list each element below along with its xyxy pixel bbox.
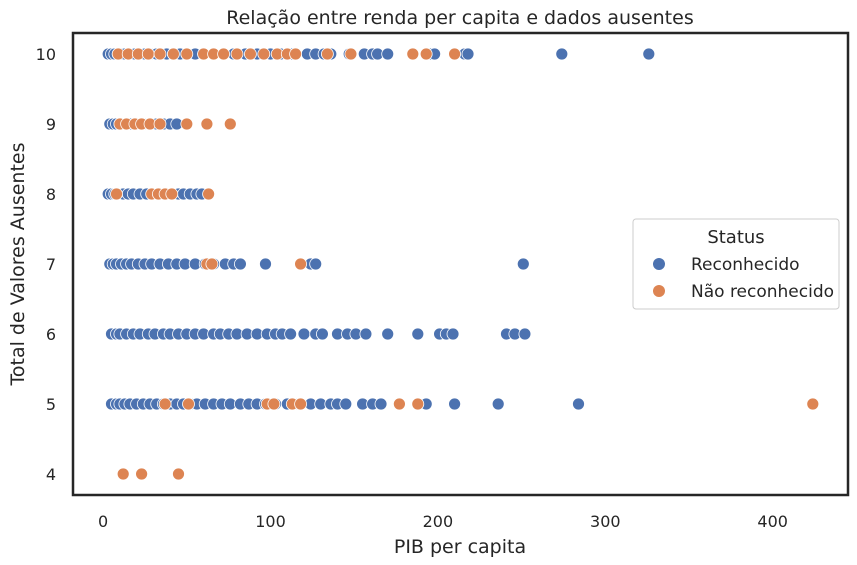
point-reconhecido bbox=[233, 257, 247, 271]
x-tick-labels: 0 100 200 300 400 bbox=[98, 512, 788, 531]
point-nao-reconhecido bbox=[294, 257, 308, 271]
point-nao-reconhecido bbox=[153, 47, 167, 61]
legend: Status Reconhecido Não reconhecido bbox=[632, 218, 840, 310]
point-nao-reconhecido bbox=[267, 397, 281, 411]
legend-label-reconhecido: Reconhecido bbox=[691, 255, 800, 275]
point-nao-reconhecido bbox=[116, 467, 130, 481]
point-nao-reconhecido bbox=[217, 47, 231, 61]
point-reconhecido bbox=[518, 327, 532, 341]
x-tick-label: 100 bbox=[255, 512, 286, 531]
point-reconhecido bbox=[315, 327, 329, 341]
point-nao-reconhecido bbox=[202, 187, 216, 201]
point-nao-reconhecido bbox=[257, 47, 271, 61]
point-nao-reconhecido bbox=[392, 397, 406, 411]
y-tick-label: 5 bbox=[46, 395, 56, 414]
point-reconhecido bbox=[297, 327, 311, 341]
point-nao-reconhecido bbox=[294, 397, 308, 411]
point-reconhecido bbox=[259, 257, 272, 271]
point-reconhecido bbox=[642, 47, 656, 61]
point-reconhecido bbox=[555, 47, 569, 61]
legend-marker-reconhecido bbox=[653, 258, 665, 270]
chart-title: Relação entre renda per capita e dados a… bbox=[226, 7, 693, 29]
x-axis-label: PIB per capita bbox=[394, 536, 526, 558]
point-reconhecido bbox=[381, 327, 395, 341]
point-nao-reconhecido bbox=[223, 117, 237, 131]
point-nao-reconhecido bbox=[110, 187, 123, 201]
y-axis-label: Total de Valores Ausentes bbox=[7, 142, 29, 386]
point-reconhecido bbox=[339, 397, 353, 411]
legend-marker-nao-reconhecido bbox=[653, 285, 665, 297]
legend-label-nao-reconhecido: Não reconhecido bbox=[691, 282, 834, 302]
point-reconhecido bbox=[284, 327, 298, 341]
legend-box bbox=[632, 218, 840, 310]
point-nao-reconhecido bbox=[230, 47, 244, 61]
point-reconhecido bbox=[381, 47, 395, 61]
point-nao-reconhecido bbox=[200, 117, 214, 131]
legend-title: Status bbox=[707, 227, 764, 248]
y-tick-labels: 4 5 6 7 8 9 10 bbox=[36, 45, 56, 484]
point-nao-reconhecido bbox=[806, 397, 820, 411]
point-nao-reconhecido bbox=[289, 47, 303, 61]
point-nao-reconhecido bbox=[411, 397, 425, 411]
point-nao-reconhecido bbox=[172, 467, 185, 481]
point-nao-reconhecido bbox=[158, 397, 172, 411]
point-reconhecido bbox=[411, 327, 425, 341]
point-nao-reconhecido bbox=[448, 47, 462, 61]
point-nao-reconhecido bbox=[166, 47, 180, 61]
y-tick-label: 8 bbox=[46, 185, 56, 204]
point-reconhecido bbox=[572, 397, 585, 411]
point-reconhecido bbox=[359, 327, 373, 341]
x-tick-label: 200 bbox=[423, 512, 454, 531]
point-nao-reconhecido bbox=[135, 467, 149, 481]
point-reconhecido bbox=[516, 257, 530, 271]
point-nao-reconhecido bbox=[180, 47, 194, 61]
point-nao-reconhecido bbox=[320, 47, 334, 61]
point-nao-reconhecido bbox=[243, 47, 257, 61]
point-nao-reconhecido bbox=[165, 187, 179, 201]
point-reconhecido bbox=[309, 257, 323, 271]
x-tick-label: 0 bbox=[98, 512, 108, 531]
point-nao-reconhecido bbox=[419, 47, 433, 61]
point-nao-reconhecido bbox=[205, 257, 219, 271]
point-reconhecido bbox=[446, 327, 460, 341]
plot-frame bbox=[71, 31, 850, 497]
x-tick-label: 300 bbox=[590, 512, 621, 531]
point-nao-reconhecido bbox=[182, 397, 195, 411]
point-reconhecido bbox=[491, 397, 505, 411]
y-tick-label: 10 bbox=[36, 45, 56, 64]
point-nao-reconhecido bbox=[406, 47, 420, 61]
point-nao-reconhecido bbox=[141, 47, 155, 61]
point-reconhecido bbox=[374, 397, 388, 411]
y-tick-label: 4 bbox=[46, 465, 56, 484]
point-nao-reconhecido bbox=[153, 117, 167, 131]
y-tick-label: 7 bbox=[46, 255, 56, 274]
point-nao-reconhecido bbox=[180, 117, 194, 131]
point-nao-reconhecido bbox=[344, 47, 358, 61]
y-tick-label: 9 bbox=[46, 115, 56, 134]
point-reconhecido bbox=[461, 47, 475, 61]
x-tick-label: 400 bbox=[757, 512, 788, 531]
points-layer bbox=[101, 47, 820, 481]
y-tick-label: 6 bbox=[46, 325, 56, 344]
point-reconhecido bbox=[448, 397, 462, 411]
